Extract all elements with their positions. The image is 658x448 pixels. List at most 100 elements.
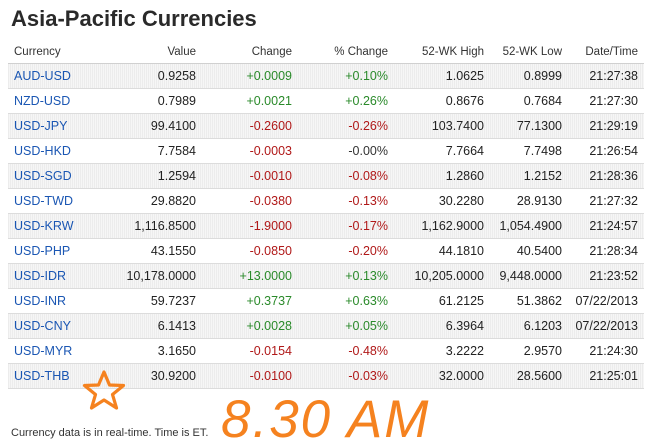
cell-52wk-high: 44.1810 xyxy=(394,238,490,264)
column-header-change: Change xyxy=(202,41,298,64)
table-row: USD-SGD 1.2594 -0.0010 -0.08% 1.2860 1.2152 21… xyxy=(8,163,644,189)
cell-value: 3.1650 xyxy=(106,338,202,364)
cell-pct-change: -0.00% xyxy=(298,138,394,164)
currency-pair-link[interactable]: USD-CNY xyxy=(8,313,106,339)
currency-pair-link[interactable]: USD-IDR xyxy=(8,263,106,289)
cell-datetime: 21:24:57 xyxy=(568,213,644,239)
table-row: USD-KRW 1,116.8500 -1.9000 -0.17% 1,162.9000… xyxy=(8,213,644,239)
cell-change: +0.3737 xyxy=(202,288,298,314)
cell-change: -0.0850 xyxy=(202,238,298,264)
cell-52wk-high: 0.8676 xyxy=(394,88,490,114)
cell-change: +0.0021 xyxy=(202,88,298,114)
cell-52wk-low: 28.9130 xyxy=(490,188,568,214)
column-header-52wk-high: 52-WK High xyxy=(394,41,490,64)
cell-value: 0.7989 xyxy=(106,88,202,114)
currency-pair-link[interactable]: NZD-USD xyxy=(8,88,106,114)
cell-52wk-low: 2.9570 xyxy=(490,338,568,364)
cell-52wk-low: 51.3862 xyxy=(490,288,568,314)
cell-pct-change: -0.08% xyxy=(298,163,394,189)
cell-change: -0.0154 xyxy=(202,338,298,364)
cell-52wk-low: 77.1300 xyxy=(490,113,568,139)
time-annotation: 8.30 AM xyxy=(221,390,431,448)
table-row: USD-IDR 10,178.0000 +13.0000 +0.13% 10,205.0… xyxy=(8,263,644,289)
cell-52wk-high: 1.0625 xyxy=(394,63,490,89)
cell-change: -0.0003 xyxy=(202,138,298,164)
cell-change: -0.2600 xyxy=(202,113,298,139)
currency-pair-link[interactable]: USD-KRW xyxy=(8,213,106,239)
table-row: USD-TWD 29.8820 -0.0380 -0.13% 30.2280 28.913… xyxy=(8,188,644,214)
cell-52wk-high: 32.0000 xyxy=(394,363,490,389)
currency-pair-link[interactable]: AUD-USD xyxy=(8,63,106,89)
cell-datetime: 21:27:38 xyxy=(568,63,644,89)
currency-pair-link[interactable]: USD-JPY xyxy=(8,113,106,139)
currency-pair-link[interactable]: USD-INR xyxy=(8,288,106,314)
cell-pct-change: -0.17% xyxy=(298,213,394,239)
cell-52wk-high: 30.2280 xyxy=(394,188,490,214)
cell-change: -0.0100 xyxy=(202,363,298,389)
currency-pair-link[interactable]: USD-HKD xyxy=(8,138,106,164)
cell-value: 59.7237 xyxy=(106,288,202,314)
column-header-52wk-low: 52-WK Low xyxy=(490,41,568,64)
cell-value: 1.2594 xyxy=(106,163,202,189)
cell-change: -0.0010 xyxy=(202,163,298,189)
table-row: USD-PHP 43.1550 -0.0850 -0.20% 44.1810 40.540… xyxy=(8,238,644,264)
table-row: USD-MYR 3.1650 -0.0154 -0.48% 3.2222 2.9570 21… xyxy=(8,338,644,364)
cell-52wk-high: 7.7664 xyxy=(394,138,490,164)
table-row: USD-JPY 99.4100 -0.2600 -0.26% 103.7400 77.13… xyxy=(8,113,644,139)
page-title: Asia-Pacific Currencies xyxy=(11,6,257,31)
currency-table: Currency Value Change % Change 52-WK Hig… xyxy=(8,41,644,389)
cell-datetime: 21:27:30 xyxy=(568,88,644,114)
cell-value: 1,116.8500 xyxy=(106,213,202,239)
cell-pct-change: +0.10% xyxy=(298,63,394,89)
cell-52wk-low: 28.5600 xyxy=(490,363,568,389)
table-header-row: Currency Value Change % Change 52-WK Hig… xyxy=(8,41,644,64)
currency-pair-link[interactable]: USD-SGD xyxy=(8,163,106,189)
cell-value: 10,178.0000 xyxy=(106,263,202,289)
cell-52wk-high: 6.3964 xyxy=(394,313,490,339)
cell-pct-change: +0.13% xyxy=(298,263,394,289)
cell-pct-change: -0.26% xyxy=(298,113,394,139)
cell-value: 7.7584 xyxy=(106,138,202,164)
cell-52wk-low: 40.5400 xyxy=(490,238,568,264)
data-footnote: Currency data is in real-time. Time is E… xyxy=(11,427,209,439)
cell-value: 30.9200 xyxy=(106,363,202,389)
cell-change: +0.0009 xyxy=(202,63,298,89)
cell-value: 99.4100 xyxy=(106,113,202,139)
cell-datetime: 07/22/2013 xyxy=(568,288,644,314)
column-header-datetime: Date/Time xyxy=(568,41,644,64)
cell-pct-change: -0.03% xyxy=(298,363,394,389)
column-header-currency: Currency xyxy=(8,41,106,64)
column-header-value: Value xyxy=(106,41,202,64)
table-row: USD-CNY 6.1413 +0.0028 +0.05% 6.3964 6.1203 07… xyxy=(8,313,644,339)
cell-datetime: 21:23:52 xyxy=(568,263,644,289)
cell-datetime: 21:26:54 xyxy=(568,138,644,164)
cell-52wk-high: 10,205.0000 xyxy=(394,263,490,289)
cell-datetime: 21:27:32 xyxy=(568,188,644,214)
currency-pair-link[interactable]: USD-PHP xyxy=(8,238,106,264)
cell-datetime: 21:25:01 xyxy=(568,363,644,389)
currency-pair-link[interactable]: USD-MYR xyxy=(8,338,106,364)
table-row: USD-THB 30.9200 -0.0100 -0.03% 32.0000 28.560… xyxy=(8,363,644,389)
table-row: AUD-USD 0.9258 +0.0009 +0.10% 1.0625 0.8999 21… xyxy=(8,63,644,89)
currency-pair-link[interactable]: USD-TWD xyxy=(8,188,106,214)
star-outline-icon xyxy=(82,370,126,410)
cell-value: 29.8820 xyxy=(106,188,202,214)
cell-52wk-low: 1.2152 xyxy=(490,163,568,189)
cell-change: -1.9000 xyxy=(202,213,298,239)
cell-52wk-low: 0.8999 xyxy=(490,63,568,89)
cell-change: +13.0000 xyxy=(202,263,298,289)
cell-pct-change: +0.26% xyxy=(298,88,394,114)
cell-datetime: 21:24:30 xyxy=(568,338,644,364)
cell-datetime: 21:28:36 xyxy=(568,163,644,189)
cell-52wk-high: 1,162.9000 xyxy=(394,213,490,239)
cell-datetime: 21:29:19 xyxy=(568,113,644,139)
cell-value: 6.1413 xyxy=(106,313,202,339)
cell-pct-change: +0.63% xyxy=(298,288,394,314)
cell-52wk-low: 9,448.0000 xyxy=(490,263,568,289)
cell-52wk-low: 1,054.4900 xyxy=(490,213,568,239)
cell-pct-change: +0.05% xyxy=(298,313,394,339)
cell-value: 0.9258 xyxy=(106,63,202,89)
cell-pct-change: -0.48% xyxy=(298,338,394,364)
table-row: USD-HKD 7.7584 -0.0003 -0.00% 7.7664 7.7498 21… xyxy=(8,138,644,164)
